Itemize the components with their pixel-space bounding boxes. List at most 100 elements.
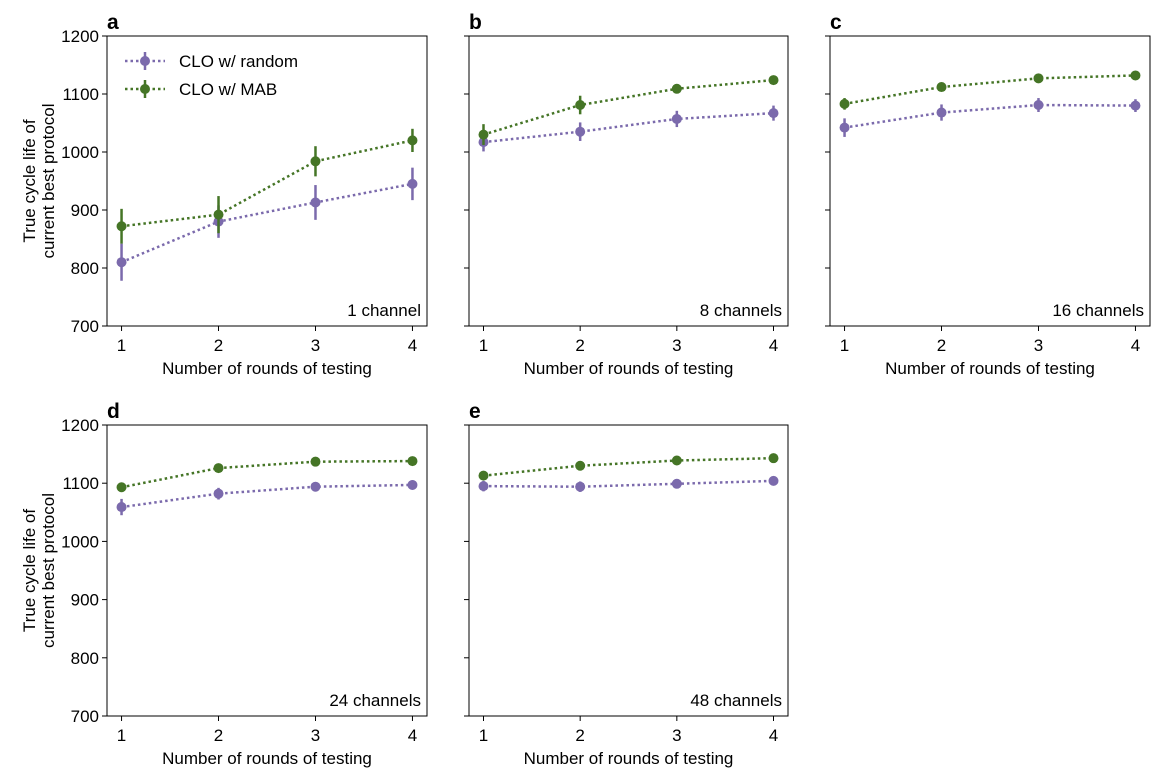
- series-0: [116, 167, 418, 281]
- y-tick-label: 900: [71, 591, 99, 610]
- series-1: [478, 453, 779, 481]
- series-line: [844, 74, 1136, 106]
- data-point: [1130, 100, 1141, 111]
- series-line: [844, 103, 1136, 129]
- x-axis-label: Number of rounds of testing: [885, 359, 1095, 378]
- y-tick-label: 1100: [62, 85, 99, 104]
- channel-annotation: 48 channels: [690, 691, 782, 710]
- channel-annotation: 24 channels: [329, 691, 421, 710]
- data-point: [839, 98, 850, 109]
- data-point: [671, 455, 682, 466]
- chart-panel-b: 1 2 3 4 Number of rounds of testing b 8 channe…: [464, 11, 789, 378]
- y-axis-label: True cycle life ofcurrent best protocol: [20, 493, 58, 648]
- y-tick-label: 800: [71, 259, 99, 278]
- x-tick-label: 4: [408, 336, 417, 355]
- data-point: [575, 481, 586, 492]
- data-point: [768, 475, 779, 486]
- x-tick-label: 3: [311, 726, 320, 745]
- chart-panel-a: 700 800 900 1000 1100 1200 1 2 3 4 Number of round…: [20, 11, 428, 378]
- x-tick-label: 3: [672, 336, 681, 355]
- y-axis-label-line: True cycle life of: [20, 509, 39, 632]
- data-point: [407, 479, 418, 490]
- panel-label: b: [469, 11, 482, 34]
- x-axis-label: Number of rounds of testing: [162, 359, 372, 378]
- series-line: [483, 456, 774, 477]
- x-axis-label: Number of rounds of testing: [524, 359, 734, 378]
- axes-frame: [106, 424, 428, 717]
- data-point: [478, 481, 489, 492]
- data-point: [310, 456, 321, 467]
- x-tick-label: 1: [117, 336, 126, 355]
- legend: CLO w/ random CLO w/ MAB: [125, 52, 298, 99]
- panel-label: e: [469, 400, 481, 423]
- channel-annotation: 1 channel: [347, 301, 421, 320]
- panel-label: d: [107, 400, 120, 423]
- data-point: [478, 470, 489, 481]
- y-tick-label: 700: [71, 317, 99, 336]
- y-axis-label: True cycle life ofcurrent best protocol: [20, 104, 58, 259]
- x-tick-label: 3: [672, 726, 681, 745]
- series-1: [839, 70, 1141, 110]
- x-axis-label: Number of rounds of testing: [524, 749, 734, 768]
- data-point: [768, 108, 779, 119]
- x-tick-label: 3: [311, 336, 320, 355]
- series-line: [121, 182, 413, 264]
- legend-label: CLO w/ MAB: [179, 80, 277, 99]
- data-point: [1130, 70, 1141, 81]
- x-tick-label: 2: [937, 336, 946, 355]
- data-point: [116, 502, 127, 513]
- data-point: [768, 453, 779, 464]
- data-point: [213, 488, 224, 499]
- y-axis-label-line: current best protocol: [39, 493, 58, 648]
- x-tick-label: 4: [769, 726, 778, 745]
- data-point: [213, 209, 224, 220]
- data-point: [1033, 73, 1044, 84]
- data-point: [575, 460, 586, 471]
- series-1: [116, 456, 418, 493]
- data-point: [839, 122, 850, 133]
- series-0: [478, 475, 779, 492]
- data-point: [310, 156, 321, 167]
- data-point: [671, 113, 682, 124]
- panel-label: c: [830, 11, 842, 34]
- legend-label: CLO w/ random: [179, 52, 298, 71]
- data-point: [116, 257, 127, 268]
- series-0: [839, 98, 1141, 137]
- data-point: [575, 100, 586, 111]
- series-0: [116, 479, 418, 516]
- chart-panel-c: 1 2 3 4 Number of rounds of testing c 16 chann…: [825, 11, 1151, 378]
- x-tick-label: 2: [575, 726, 584, 745]
- series-1: [116, 128, 418, 244]
- data-point: [478, 129, 489, 140]
- data-point: [671, 478, 682, 489]
- axes-frame: [106, 35, 428, 327]
- y-tick-label: 1100: [62, 474, 99, 493]
- y-tick-label: 700: [71, 707, 99, 726]
- data-point: [936, 107, 947, 118]
- y-tick-label: 1000: [61, 532, 99, 551]
- data-point: [407, 456, 418, 467]
- x-tick-label: 1: [117, 726, 126, 745]
- data-point: [575, 126, 586, 137]
- chart-panel-e: 1 2 3 4 Number of rounds of testing e 48 chann…: [464, 400, 789, 768]
- axes-frame: [468, 424, 789, 717]
- data-point: [116, 221, 127, 232]
- y-tick-label: 800: [71, 649, 99, 668]
- axes-frame: [829, 35, 1151, 327]
- series-line: [121, 483, 413, 509]
- x-tick-label: 4: [408, 726, 417, 745]
- x-tick-label: 2: [214, 336, 223, 355]
- y-tick-label: 1200: [61, 416, 99, 435]
- series-0: [478, 105, 779, 152]
- chart-panel-d: 700 800 900 1000 1100 1200 1 2 3 4 Number of round…: [20, 400, 428, 768]
- series-1: [478, 75, 779, 146]
- data-point: [310, 481, 321, 492]
- y-tick-label: 1200: [61, 27, 99, 46]
- data-point: [768, 75, 779, 86]
- series-line: [483, 111, 774, 144]
- data-point: [213, 463, 224, 474]
- legend-marker: [140, 56, 150, 66]
- x-axis-label: Number of rounds of testing: [162, 749, 372, 768]
- data-point: [671, 83, 682, 94]
